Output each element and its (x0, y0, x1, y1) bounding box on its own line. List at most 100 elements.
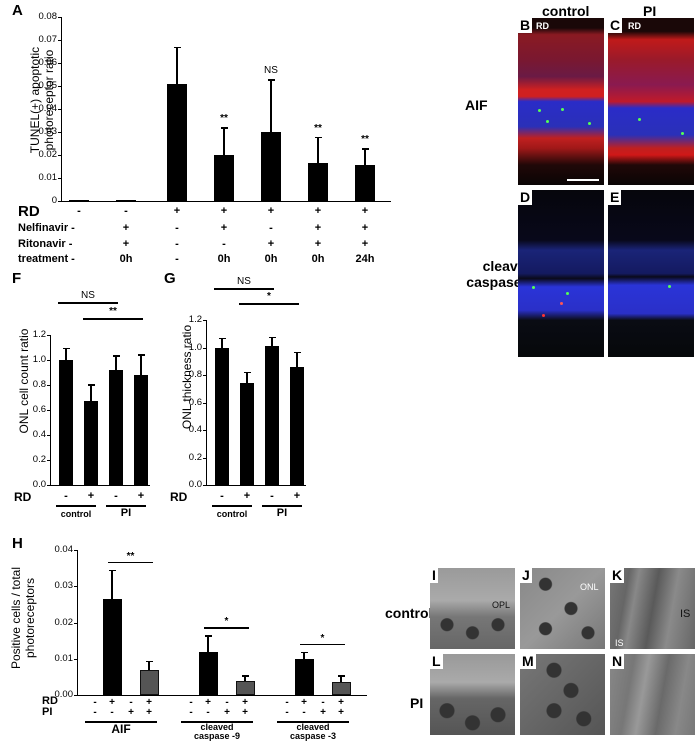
group-label-control: control (60, 509, 92, 519)
error-cap (267, 79, 275, 81)
error-bar (90, 384, 92, 402)
y-tick-mark (47, 435, 50, 436)
error-cap (218, 337, 226, 340)
y-tick-label: 0.2 (32, 454, 46, 465)
rd-cell: - (220, 490, 224, 502)
row-label-pi: PI (42, 706, 53, 718)
significance-marker: ** (314, 122, 322, 134)
x-axis (50, 485, 150, 486)
y-axis (61, 17, 62, 201)
comparison-line (300, 643, 345, 645)
y-tick-mark (47, 360, 50, 361)
y-tick-label: 0.06 (38, 57, 58, 68)
group-label: cleaved caspase -3 (275, 723, 351, 741)
data-bar (139, 669, 159, 695)
comparison-line (58, 302, 118, 304)
y-tick-label: 0.02 (38, 149, 58, 160)
error-bar (270, 79, 272, 132)
y-tick-label: 0.08 (38, 11, 58, 22)
y-tick-mark (203, 402, 206, 404)
condition-cell: 0h (217, 253, 231, 265)
data-bar (134, 375, 148, 485)
y-tick-mark (203, 457, 206, 459)
y-axis-label-h: Positive cells / total photoreceptors (9, 543, 37, 693)
panel-label-g: G (164, 270, 176, 287)
rd-tag: RD (536, 21, 549, 31)
group-label-line: caspase -3 (289, 731, 337, 741)
error-bar (140, 354, 142, 375)
em-row-label-pi: PI (410, 695, 424, 711)
error-bar (340, 675, 342, 682)
panel-label-h: H (12, 535, 23, 552)
significance-marker: NS (237, 276, 251, 287)
y-tick-label: 1.2 (188, 314, 202, 325)
y-tick-label: 0.04 (38, 103, 58, 114)
condition-cell: 0h (119, 253, 133, 265)
y-tick-label: 0.01 (38, 172, 58, 183)
rd-cell: + (243, 490, 251, 502)
panel-label-c: C (608, 18, 623, 33)
y-tick-mark (74, 586, 77, 588)
group-underline (181, 721, 253, 723)
group-underline (212, 505, 252, 507)
y-tick-label: 0.8 (32, 379, 46, 390)
condition-cell: + (361, 238, 369, 250)
data-bar (290, 366, 304, 485)
error-cap (241, 675, 249, 677)
y-tick-label: 0.03 (54, 580, 74, 592)
condition-cell: - (77, 205, 81, 217)
condition-cell: - (175, 238, 179, 250)
em-m-pi-onl: M (520, 654, 605, 735)
significance-marker: * (267, 291, 271, 302)
rd-cell: - (189, 697, 193, 708)
y-tick-mark (74, 622, 77, 624)
y-tick-mark (47, 410, 50, 411)
group-label-pi: PI (276, 507, 288, 519)
significance-marker: ** (220, 113, 228, 125)
y-tick-mark (58, 17, 61, 18)
rd-cell: - (270, 490, 274, 502)
error-cap (300, 651, 308, 653)
group-label: cleaved caspase -9 (179, 723, 255, 741)
error-bar (207, 635, 209, 652)
y-tick-label: 0.02 (54, 616, 74, 628)
condition-cell: + (314, 222, 322, 234)
pi-cell: - (110, 707, 114, 718)
panel-label-a: A (12, 2, 23, 19)
error-bar (223, 127, 225, 155)
y-tick-label: 0.6 (32, 404, 46, 415)
em-row-label-control: control (385, 605, 433, 621)
group-underline (85, 721, 157, 723)
data-bar (69, 200, 89, 201)
y-label-line: Positive cells / total (9, 566, 23, 670)
em-l-pi-opl: L (430, 654, 515, 735)
rd-cell: + (205, 697, 211, 708)
group-underline (56, 505, 96, 507)
error-bar (364, 148, 366, 166)
y-tick-mark (203, 430, 206, 431)
row-label: Nelfinavir - (18, 222, 75, 234)
y-tick-label: 0.01 (54, 652, 74, 664)
group-label-line: cleaved (200, 722, 234, 732)
row-label: Ritonavir - (18, 238, 73, 250)
y-tick-mark (58, 86, 61, 87)
error-cap (145, 660, 153, 663)
significance-marker: * (320, 632, 325, 644)
y-tick-mark (58, 155, 61, 156)
error-cap (293, 351, 301, 354)
panel-label-j: J (520, 568, 532, 583)
panel-label-m: M (520, 654, 536, 669)
y-tick-mark (74, 550, 77, 551)
data-bar (265, 346, 279, 485)
y-tick-mark (58, 40, 61, 41)
y-tick-label: 0.07 (38, 34, 58, 45)
significance-marker: * (224, 616, 229, 628)
comparison-line (214, 288, 274, 290)
significance-marker: NS (81, 290, 95, 301)
pi-cell: - (285, 707, 289, 718)
rd-cell: + (338, 697, 344, 708)
significance-marker: NS (264, 65, 278, 77)
rd-cell: + (293, 490, 301, 502)
rd-cell: - (285, 697, 289, 708)
row-label-line: caspase-9 (466, 274, 534, 290)
